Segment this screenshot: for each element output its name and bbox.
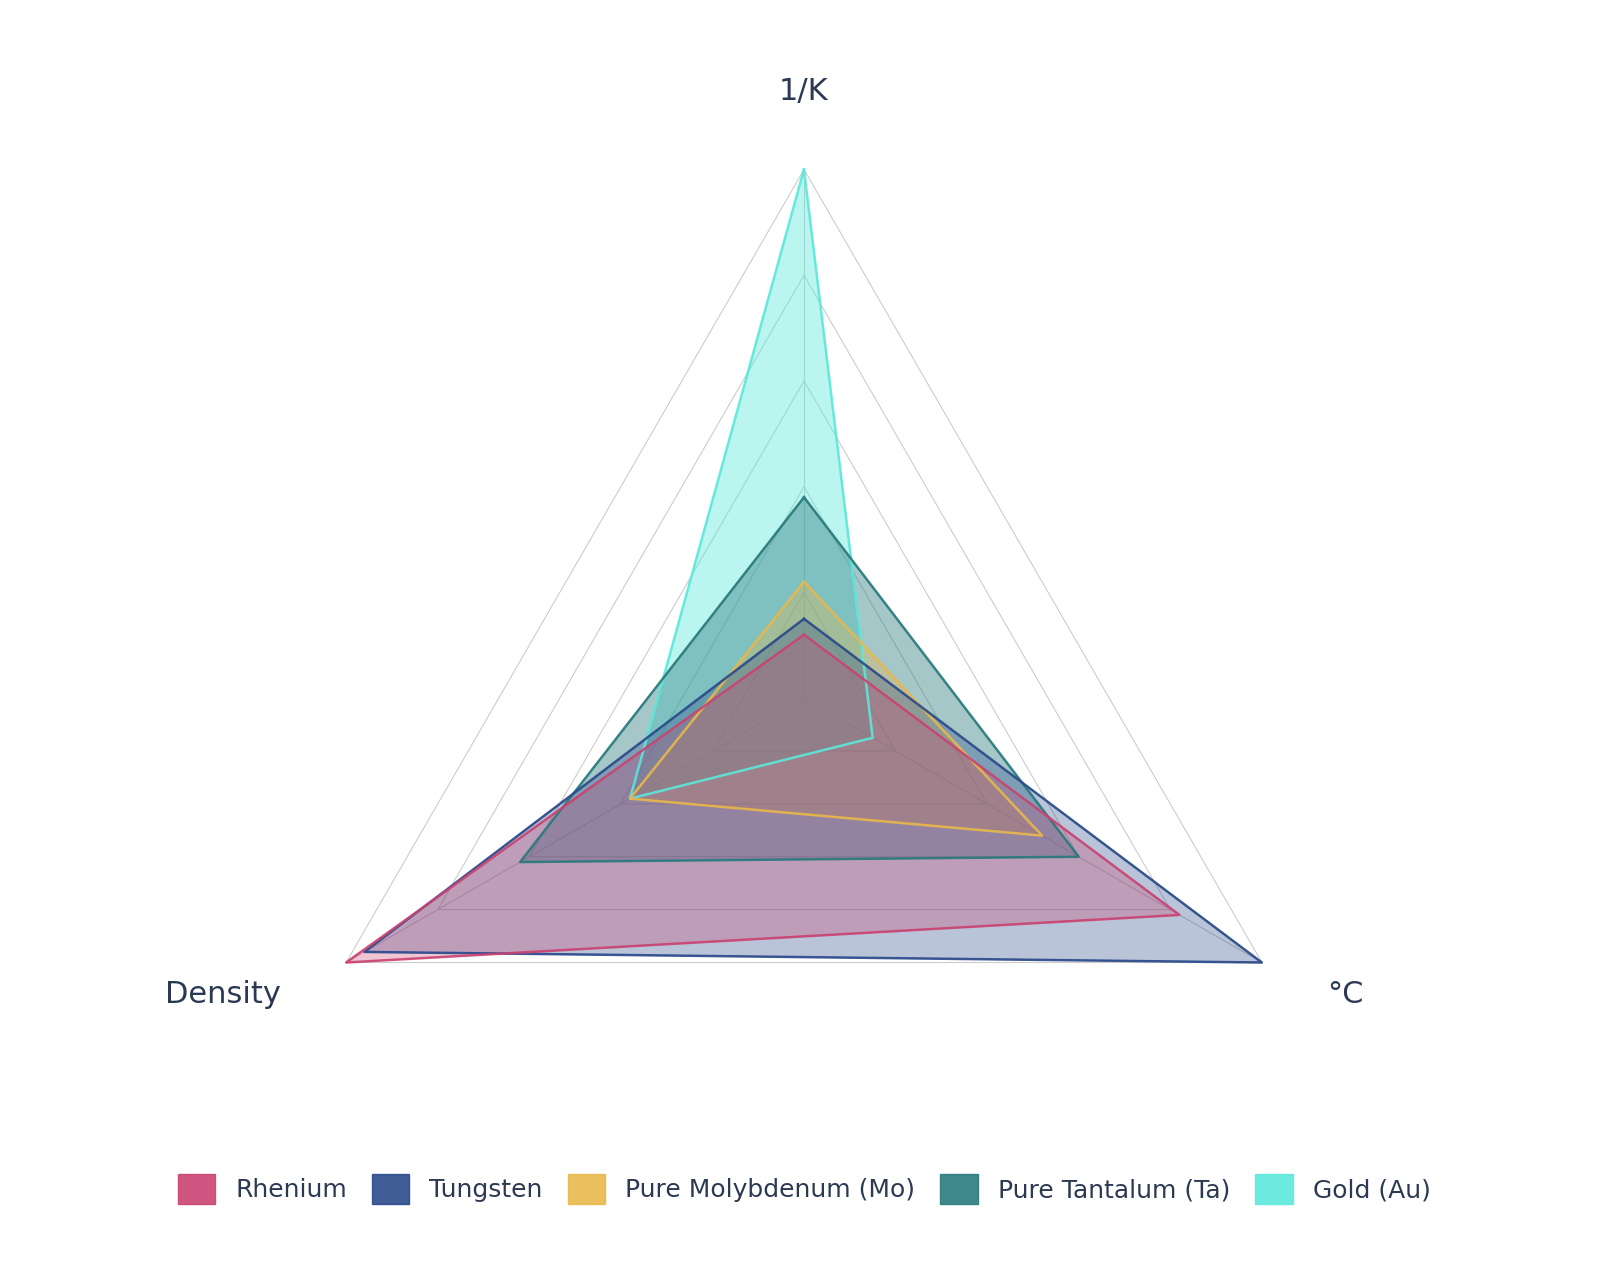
Text: 1/K: 1/K <box>779 76 828 106</box>
Text: °C: °C <box>1326 980 1363 1009</box>
Polygon shape <box>365 619 1261 963</box>
Polygon shape <box>519 497 1078 862</box>
Polygon shape <box>346 634 1178 963</box>
Polygon shape <box>630 169 873 799</box>
Polygon shape <box>630 582 1041 836</box>
Legend: Rhenium, Tungsten, Pure Molybdenum (Mo), Pure Tantalum (Ta), Gold (Au): Rhenium, Tungsten, Pure Molybdenum (Mo),… <box>167 1164 1440 1214</box>
Text: Density: Density <box>164 980 281 1009</box>
